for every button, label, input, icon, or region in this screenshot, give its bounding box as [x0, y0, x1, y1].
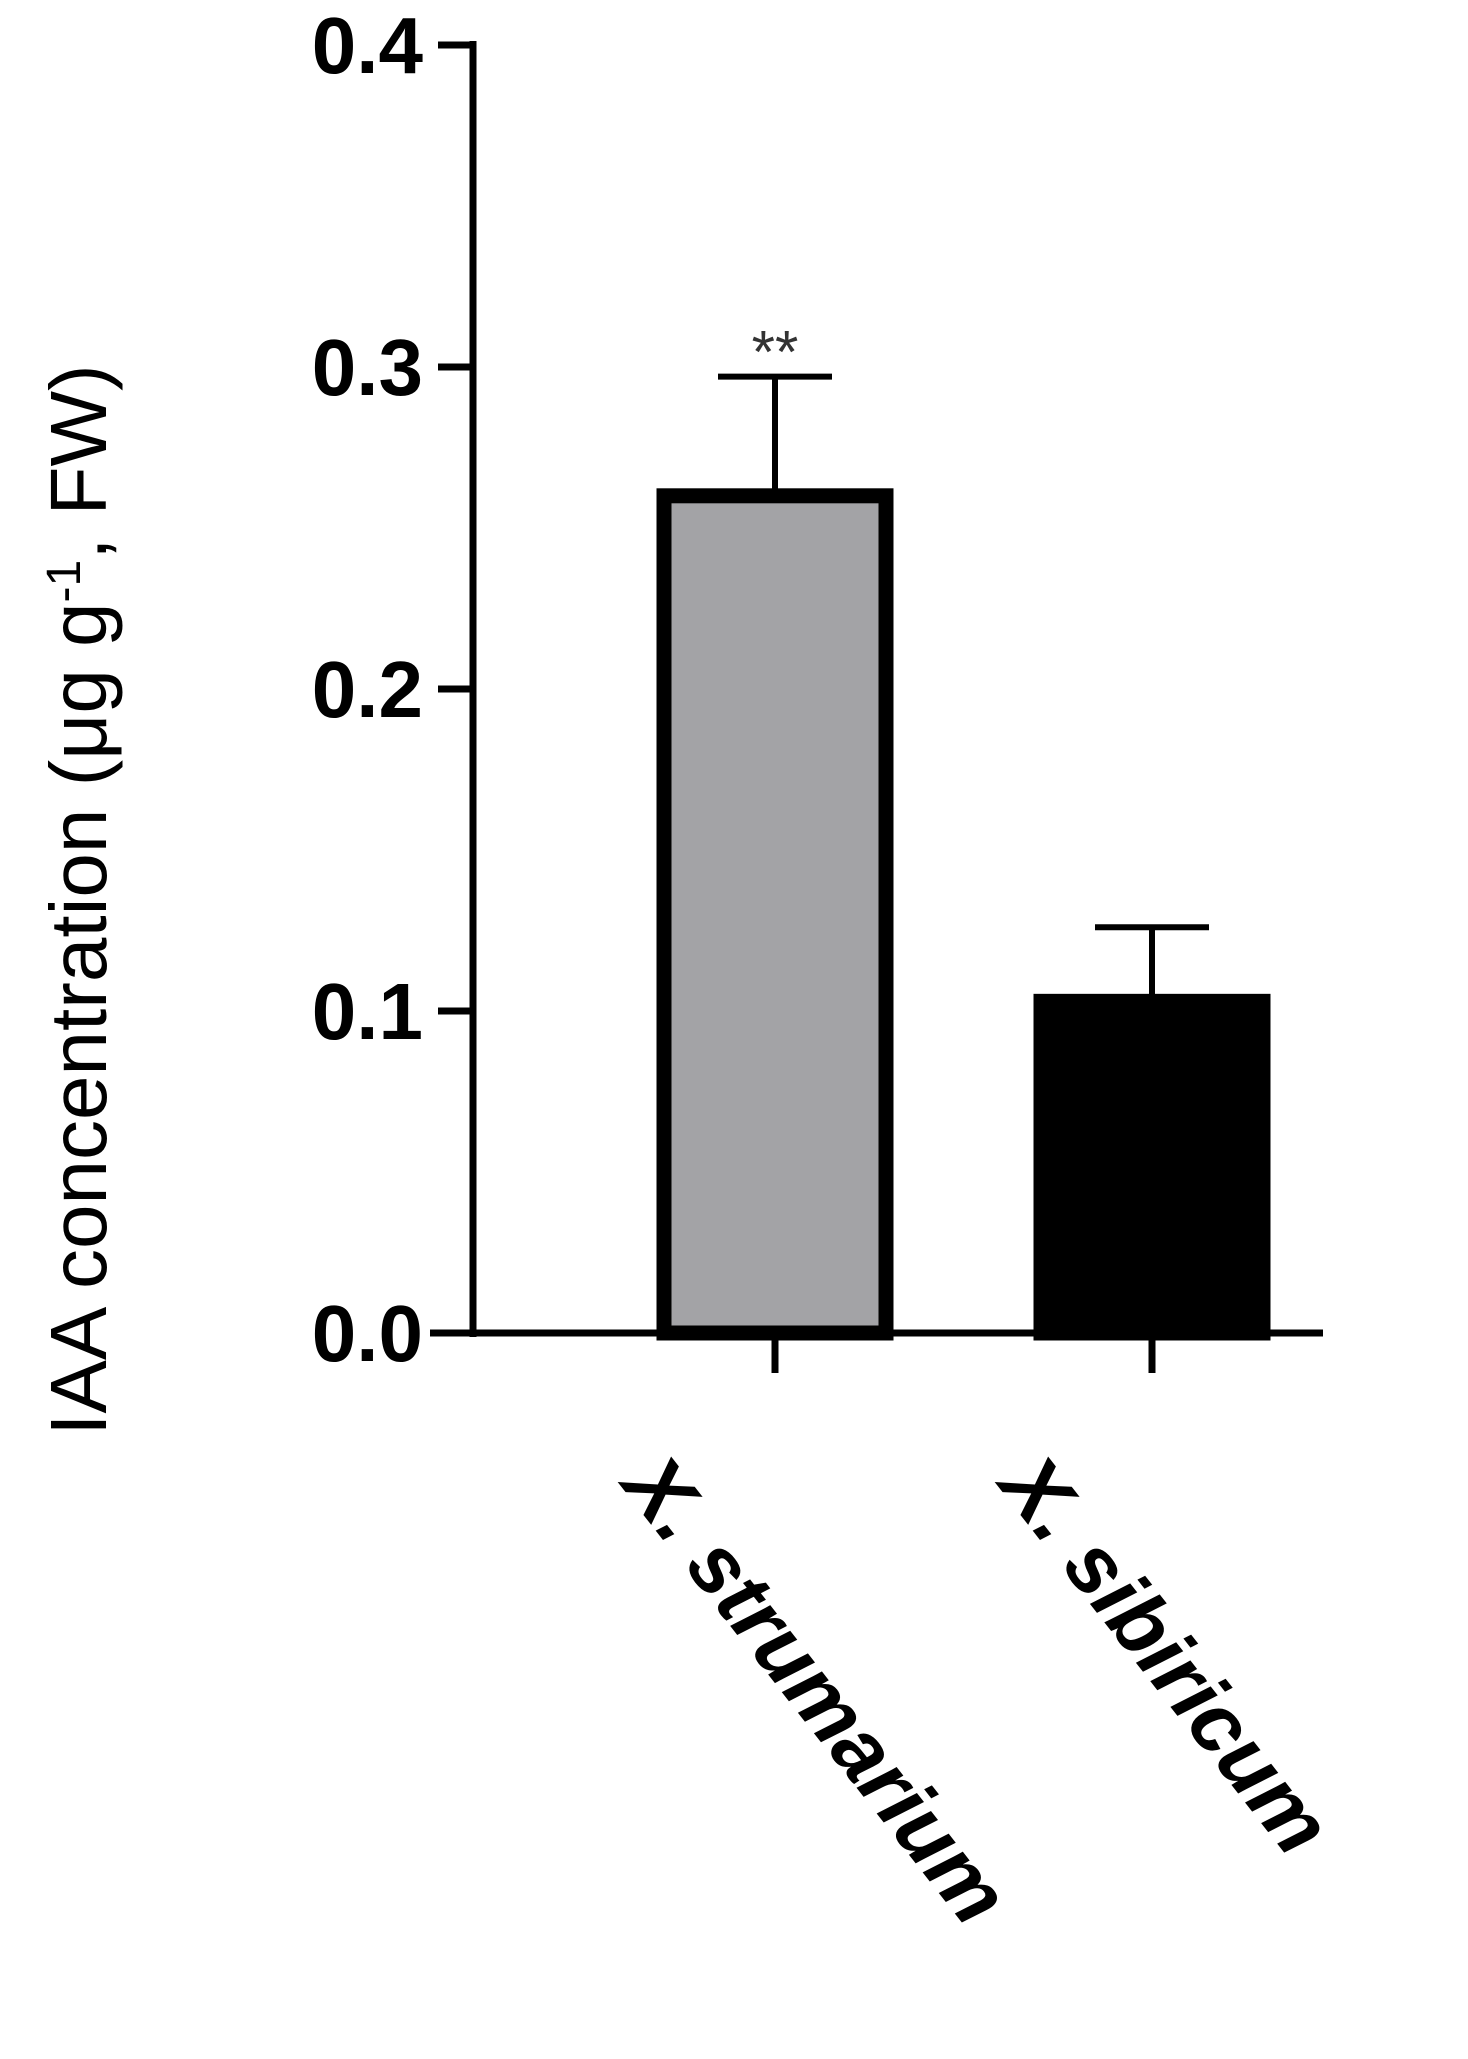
bar: [656, 488, 894, 1341]
y-tick-label: 0.4: [312, 1, 424, 90]
y-tick-label: 0.2: [312, 645, 423, 734]
bar: [1033, 993, 1271, 1341]
y-tick-label: 0.3: [312, 323, 423, 412]
y-axis-title-sup: -1: [38, 560, 91, 603]
y-axis-title: IAA concentration (μg g-1, FW): [34, 364, 123, 1435]
significance-annotation: **: [752, 319, 799, 386]
y-axis-title-main: IAA concentration (μg g: [34, 602, 123, 1435]
bars: **: [656, 319, 1271, 1341]
y-axis-title-tail: , FW): [34, 364, 123, 559]
y-tick-label: 0.0: [312, 1289, 423, 1378]
x-category-label: X. sibiricum: [980, 1435, 1350, 1871]
axes: [430, 41, 1323, 1373]
x-category-label: X. strumarium: [603, 1435, 1027, 1941]
y-tick-label: 0.1: [312, 967, 423, 1056]
y-axis-ticks: 0.0 0.1 0.2 0.3 0.4: [312, 1, 473, 1378]
